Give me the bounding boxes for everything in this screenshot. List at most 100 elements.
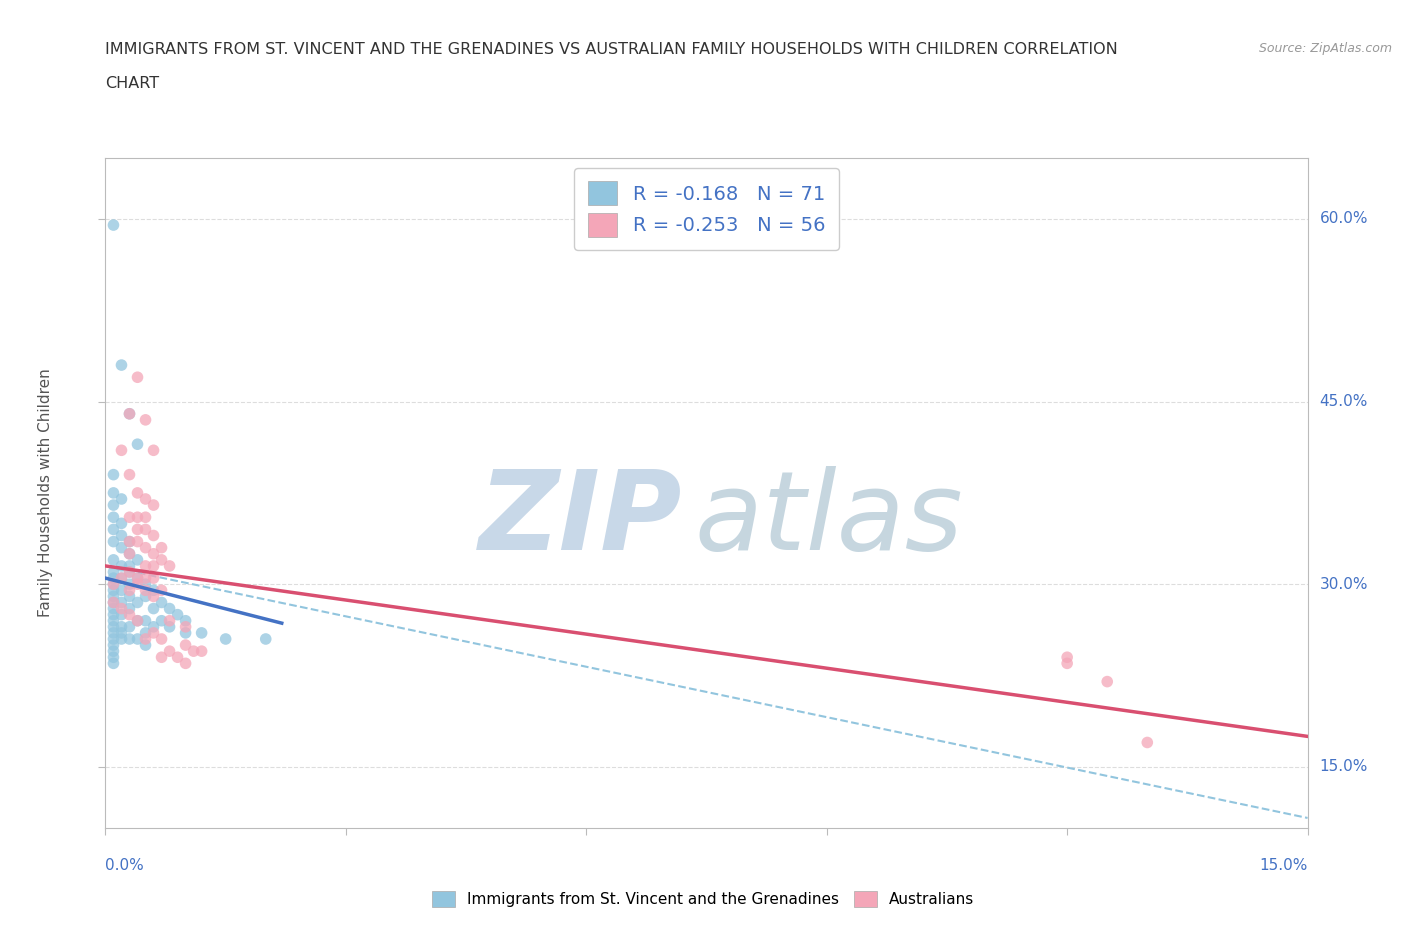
Point [214,631,236,646]
Text: atlas: atlas [695,466,963,573]
Point [103,467,125,482]
Text: CHART: CHART [105,76,159,91]
Point [110,619,132,634]
Point [118,510,141,525]
Point [135,583,157,598]
Point [142,559,165,574]
Point [118,565,141,579]
Point [142,619,165,634]
Point [110,528,132,543]
Point [142,589,165,604]
Point [103,510,125,525]
Point [110,443,132,458]
Point [110,571,132,586]
Point [110,559,132,574]
Text: ZIP: ZIP [479,466,682,573]
Text: 30.0%: 30.0% [1320,577,1368,591]
Point [110,626,132,641]
Point [174,656,197,671]
Point [103,534,125,549]
Point [118,546,141,561]
Point [103,577,125,591]
Point [142,443,165,458]
Point [135,540,157,555]
Point [127,595,149,610]
Point [135,626,157,641]
Text: 0.0%: 0.0% [105,857,145,873]
Point [103,571,125,586]
Point [166,607,188,622]
Point [190,644,212,658]
Point [142,498,165,512]
Point [110,358,132,373]
Legend: Immigrants from St. Vincent and the Grenadines, Australians: Immigrants from St. Vincent and the Gren… [426,884,980,913]
Point [166,650,188,665]
Point [254,631,277,646]
Point [110,571,132,586]
Text: Family Households with Children: Family Households with Children [38,368,53,618]
Point [118,565,141,579]
Point [135,510,157,525]
Point [183,644,205,658]
Point [118,534,141,549]
Point [127,522,149,537]
Point [110,583,132,598]
Point [135,571,157,586]
Text: 15.0%: 15.0% [1320,759,1368,775]
Point [103,619,125,634]
Text: Source: ZipAtlas.com: Source: ZipAtlas.com [1258,42,1392,55]
Point [118,589,141,604]
Point [135,577,157,591]
Point [135,492,157,507]
Text: 15.0%: 15.0% [1260,857,1308,873]
Point [135,631,157,646]
Point [1136,735,1159,750]
Point [174,613,197,628]
Point [118,406,141,421]
Text: 45.0%: 45.0% [1320,394,1368,409]
Point [142,546,165,561]
Point [1097,674,1119,689]
Point [150,613,173,628]
Point [135,412,157,427]
Point [103,595,125,610]
Point [103,583,125,598]
Point [127,577,149,591]
Point [103,552,125,567]
Point [118,559,141,574]
Point [142,626,165,641]
Point [110,607,132,622]
Point [103,650,125,665]
Point [103,498,125,512]
Point [135,589,157,604]
Point [118,577,141,591]
Point [159,613,181,628]
Point [103,613,125,628]
Point [142,528,165,543]
Point [103,626,125,641]
Point [103,218,125,232]
Point [150,540,173,555]
Point [150,631,173,646]
Point [118,406,141,421]
Text: 60.0%: 60.0% [1320,211,1368,227]
Point [118,619,141,634]
Point [150,552,173,567]
Point [118,546,141,561]
Point [110,595,132,610]
Point [103,638,125,653]
Point [118,467,141,482]
Point [103,644,125,658]
Point [118,607,141,622]
Point [103,577,125,591]
Point [135,522,157,537]
Point [142,571,165,586]
Point [159,644,181,658]
Point [142,601,165,616]
Point [103,485,125,500]
Point [159,619,181,634]
Point [118,601,141,616]
Point [127,613,149,628]
Point [135,638,157,653]
Point [118,534,141,549]
